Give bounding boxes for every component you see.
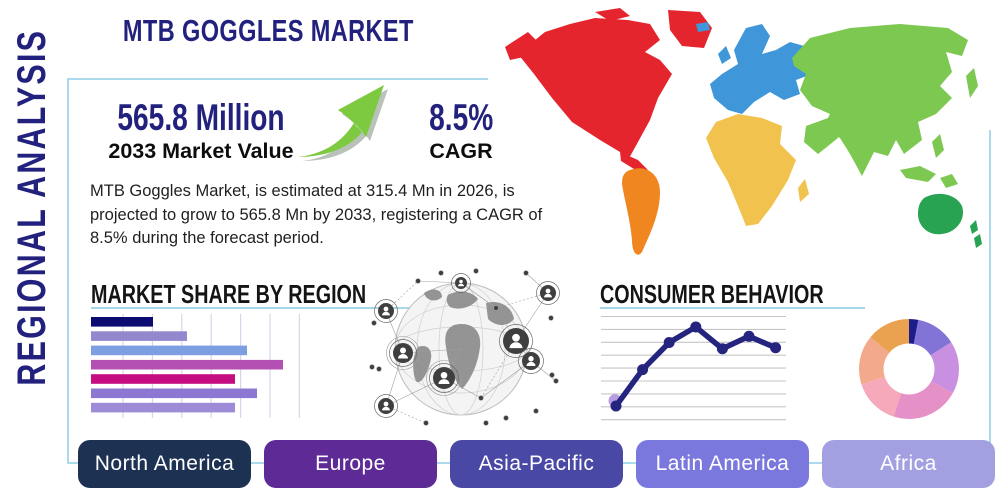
market-value-label: 2033 Market Value (108, 139, 294, 163)
bar-6 (91, 388, 257, 399)
bar-2 (91, 331, 187, 341)
person-node-icon (536, 281, 560, 305)
donut-slice-1 (909, 319, 919, 344)
market-description: MTB Goggles Market, is estimated at 315.… (90, 182, 543, 248)
region-button-north-america[interactable]: North America (78, 440, 251, 488)
line-point-3 (663, 337, 675, 349)
globe-continents (413, 289, 514, 389)
line-point-4 (690, 321, 702, 333)
map-europe (696, 22, 816, 114)
world-map (505, 8, 982, 255)
bar-4 (91, 359, 283, 370)
donut-slice-7 (870, 319, 909, 353)
donut-slice-4 (893, 381, 953, 419)
page-title: MTB GOGGLES MARKET (122, 13, 414, 48)
region-button-asia-pacific[interactable]: Asia-Pacific (450, 440, 623, 488)
line-point-1 (610, 400, 622, 412)
map-africa (706, 114, 809, 226)
line-point-6 (743, 330, 755, 342)
region-button-europe[interactable]: Europe (264, 440, 437, 488)
cagr-number: 8.5% (428, 97, 494, 138)
line-point-7 (770, 342, 782, 354)
person-node-icon (374, 299, 398, 323)
side-label-regional-analysis: REGIONAL ANALYSIS (10, 29, 54, 442)
cagr-stat: 8.5% CAGR (396, 99, 526, 164)
map-north-america (505, 8, 712, 170)
line-point-5 (716, 343, 728, 355)
bar-7 (91, 402, 235, 413)
donut-slice-6 (859, 337, 890, 385)
region-donut-chart (859, 319, 959, 419)
market-share-underline (91, 307, 451, 309)
globe-network-nodes (374, 273, 560, 418)
market-share-bar-chart (91, 314, 300, 418)
line-point-2 (637, 364, 649, 376)
donut-slice-2 (913, 319, 952, 356)
market-share-heading: MARKET SHARE BY REGION (91, 279, 367, 309)
person-node-icon (499, 324, 533, 358)
market-value-stat: 565.8 Million 2033 Market Value (85, 99, 317, 164)
market-value-number: 565.8 Million (117, 97, 285, 138)
consumer-behavior-heading: CONSUMER BEHAVIOR (600, 279, 824, 309)
person-node-icon (386, 336, 420, 370)
region-buttons-row: North America Europe Asia-Pacific Latin Ame… (78, 440, 995, 488)
consumer-behavior-underline (600, 307, 865, 309)
person-node-icon (374, 394, 398, 418)
consumer-behavior-line-chart (601, 315, 786, 421)
map-asia (792, 24, 978, 188)
donut-slice-3 (930, 342, 959, 394)
globe-network-graphic (369, 268, 560, 426)
donut-slice-5 (861, 376, 902, 417)
region-button-latin-america[interactable]: Latin America (636, 440, 809, 488)
map-australia (918, 193, 982, 248)
map-south-america (622, 168, 660, 255)
bar-3 (91, 345, 247, 356)
cagr-label: CAGR (429, 139, 493, 163)
person-node-icon (518, 348, 544, 374)
bar-5 (91, 374, 235, 384)
person-node-icon (451, 273, 471, 293)
region-button-africa[interactable]: Africa (822, 440, 995, 488)
person-node-icon (426, 360, 462, 396)
side-label-text: REGIONAL ANALYSIS (10, 28, 54, 386)
bar-1 (91, 317, 153, 327)
growth-arrow-icon (298, 85, 388, 161)
